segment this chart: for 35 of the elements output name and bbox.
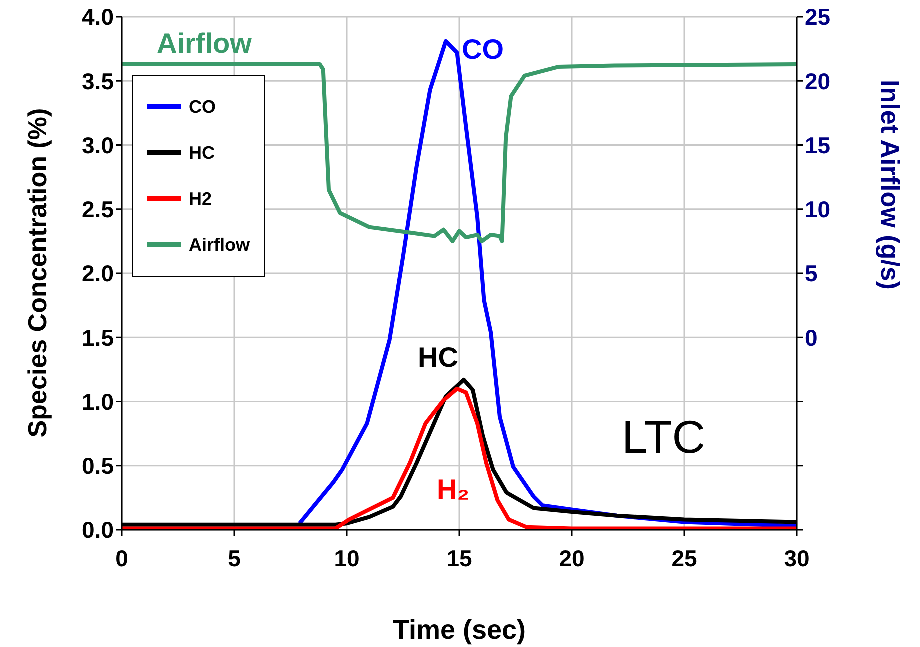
- line-series: [298, 39, 797, 528]
- annotation: HC: [418, 342, 458, 374]
- x-tick-label: 30: [784, 545, 810, 572]
- annotation: H₂: [437, 474, 470, 506]
- x-tick-label: 0: [116, 545, 128, 572]
- y-axis-title: Species Concentration (%): [22, 108, 54, 438]
- annotation: Airflow: [157, 28, 252, 60]
- y2-tick-label: 10: [805, 196, 831, 223]
- y-tick-label: 0.5: [82, 453, 114, 480]
- y2-tick-label: 20: [805, 68, 831, 94]
- y-tick-label: 3.5: [82, 68, 114, 94]
- x-tick-label: 25: [672, 545, 698, 572]
- annotation: CO: [462, 34, 504, 66]
- x-axis-title: Time (sec): [392, 615, 526, 645]
- y-tick-label: 2.5: [82, 196, 114, 223]
- y-tick-label: 1.5: [82, 324, 114, 351]
- y2-axis-title: Inlet Airflow (g/s): [874, 80, 906, 290]
- y-tick-label: 4.0: [82, 4, 114, 30]
- legend-label: HC: [189, 142, 215, 164]
- y-tick-label: 1.0: [82, 388, 114, 415]
- legend-label: CO: [189, 96, 216, 118]
- y2-tick-label: 0: [805, 324, 818, 351]
- x-tick-label: 5: [228, 545, 242, 572]
- y2-tick-label: 25: [805, 4, 831, 30]
- y-tick-label: 0.0: [82, 517, 114, 544]
- y2-tick-label: 15: [805, 132, 831, 158]
- legend-label: Airflow: [189, 234, 250, 256]
- annotation: LTC: [622, 410, 706, 464]
- legend-label: H2: [189, 188, 212, 210]
- x-tick-label: 10: [334, 545, 360, 572]
- y-tick-label: 2.0: [82, 260, 114, 287]
- x-tick-label: 20: [559, 545, 585, 572]
- x-tick-label: 15: [446, 545, 472, 572]
- y2-tick-label: 5: [805, 260, 818, 287]
- y-tick-label: 3.0: [82, 132, 114, 158]
